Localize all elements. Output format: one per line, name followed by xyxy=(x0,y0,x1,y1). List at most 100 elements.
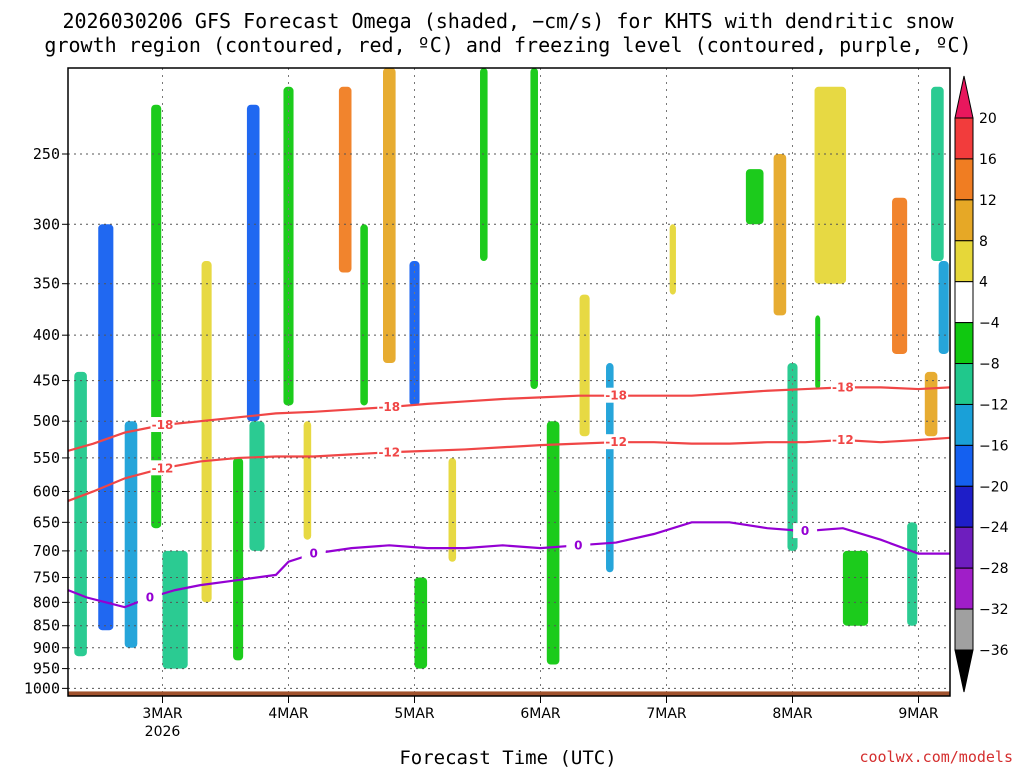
colorbar-label: −32 xyxy=(979,602,1009,618)
omega-cell xyxy=(383,68,396,364)
omega-cell xyxy=(338,86,352,273)
colorbar-label: 20 xyxy=(979,111,997,127)
contour-label-bg xyxy=(301,545,326,561)
contour-label-bg xyxy=(137,589,162,605)
colorbar-label: −36 xyxy=(979,643,1009,659)
omega-cell xyxy=(303,421,312,540)
x-tick-label: 4MAR xyxy=(268,706,309,722)
plot-background xyxy=(68,68,950,696)
contour-label: -18 xyxy=(605,389,627,403)
colorbar-band xyxy=(954,567,974,610)
contour-label: -12 xyxy=(152,461,174,475)
omega-cell xyxy=(938,261,949,354)
x-tick-label: 6MAR xyxy=(520,706,561,722)
x-tick-label: 3MAR xyxy=(142,706,183,722)
contour-label: 0 xyxy=(310,547,318,561)
chart-title-line2: growth region (contoured, red, ºC) and f… xyxy=(44,33,971,57)
y-tick-label: 750 xyxy=(33,568,60,586)
colorbar-label: −4 xyxy=(979,316,1000,332)
contour-label: 0 xyxy=(574,538,582,552)
omega-cell xyxy=(283,86,294,406)
contour-label: -12 xyxy=(832,433,854,447)
y-tick-label: 400 xyxy=(33,326,60,344)
colorbar-label: −28 xyxy=(979,561,1009,577)
colorbar-band xyxy=(954,199,974,242)
y-tick-label: 450 xyxy=(33,372,60,390)
omega-cell xyxy=(98,224,114,631)
omega-cell xyxy=(892,197,908,354)
x-tick-sublabel: 2026 xyxy=(145,724,181,740)
contour-label: -12 xyxy=(605,435,627,449)
colorbar-label: 12 xyxy=(979,193,997,209)
colorbar-band xyxy=(954,363,974,405)
chart-title-line1: 2026030206 GFS Forecast Omega (shaded, −… xyxy=(62,9,954,33)
y-tick-label: 300 xyxy=(33,215,60,233)
y-tick-label: 1000 xyxy=(24,679,60,697)
omega-cell xyxy=(201,261,212,603)
omega-cell xyxy=(360,224,368,406)
colorbar-label: −24 xyxy=(979,520,1009,536)
x-tick-label: 7MAR xyxy=(646,706,687,722)
contour--18-line xyxy=(68,386,950,452)
omega-cell xyxy=(842,550,869,626)
omega-cell xyxy=(787,363,798,551)
colorbar-label: 8 xyxy=(979,234,988,250)
omega-cell xyxy=(773,154,787,316)
contour-label: 0 xyxy=(801,524,809,538)
contour-label: -12 xyxy=(378,445,400,459)
omega-cell xyxy=(448,457,457,562)
source-credit: coolwx.com/models xyxy=(859,748,1013,766)
contour-label-bg xyxy=(566,537,591,553)
colorbar-band xyxy=(954,322,974,365)
omega-cell xyxy=(530,68,538,390)
x-axis: 3MAR 2026 4MAR 5MAR 6MAR 7MAR 8MAR 9MAR xyxy=(142,696,939,740)
x-tick-label: 5MAR xyxy=(394,706,435,722)
colorbar-band xyxy=(954,485,974,528)
contour-label-bg xyxy=(604,434,629,450)
colorbar: 20 16 12 8 4 −4 −8 −12 −16 −20 −24 −28 −32 −36 xyxy=(954,75,1009,693)
colorbar-label: −20 xyxy=(979,479,1009,495)
colorbar-band xyxy=(954,158,974,201)
colorbar-band xyxy=(954,281,974,324)
x-axis-label: Forecast Time (UTC) xyxy=(399,747,616,768)
omega-cell xyxy=(931,86,944,262)
y-axis: 250 300 350 400 450 500 550 600 650 700 750 800 850 9… xyxy=(24,145,68,697)
contour-label: -18 xyxy=(378,400,400,414)
omega-cell xyxy=(480,68,488,262)
omega-cell xyxy=(124,421,138,648)
y-tick-label: 550 xyxy=(33,449,60,467)
contour--12-line xyxy=(68,436,950,503)
omega-cell xyxy=(246,104,260,422)
colorbar-band xyxy=(954,240,974,283)
omega-cell xyxy=(233,457,244,661)
plot-frame xyxy=(67,67,951,697)
contour-label-bg xyxy=(830,379,855,395)
omega-cell xyxy=(745,169,764,225)
colorbar-band xyxy=(954,608,974,651)
contour-label-bg xyxy=(377,399,402,415)
colorbar-band xyxy=(954,403,974,446)
colorbar-bottom-triangle xyxy=(954,649,974,693)
contour-label-bg xyxy=(604,387,629,403)
y-tick-label: 500 xyxy=(33,412,60,430)
y-tick-label: 350 xyxy=(33,275,60,293)
contour-label: -18 xyxy=(152,418,174,432)
contour-label-bg xyxy=(150,417,175,433)
ground-fill xyxy=(68,691,950,696)
colorbar-label: 4 xyxy=(979,275,988,291)
omega-cell xyxy=(907,522,918,626)
omega-cell xyxy=(669,224,676,295)
y-tick-label: 850 xyxy=(33,617,60,635)
colorbar-band xyxy=(954,526,974,569)
colorbar-label: 16 xyxy=(979,152,997,168)
contour-label-bg xyxy=(793,523,818,539)
contour-label-bg xyxy=(830,431,855,447)
colorbar-band xyxy=(954,444,974,487)
omega-cell xyxy=(74,371,87,657)
x-tick-label: 9MAR xyxy=(898,706,939,722)
colorbar-label: −16 xyxy=(979,438,1009,454)
omega-cell xyxy=(249,421,265,551)
colorbar-label: −8 xyxy=(979,357,1000,373)
y-tick-label: 600 xyxy=(33,482,60,500)
